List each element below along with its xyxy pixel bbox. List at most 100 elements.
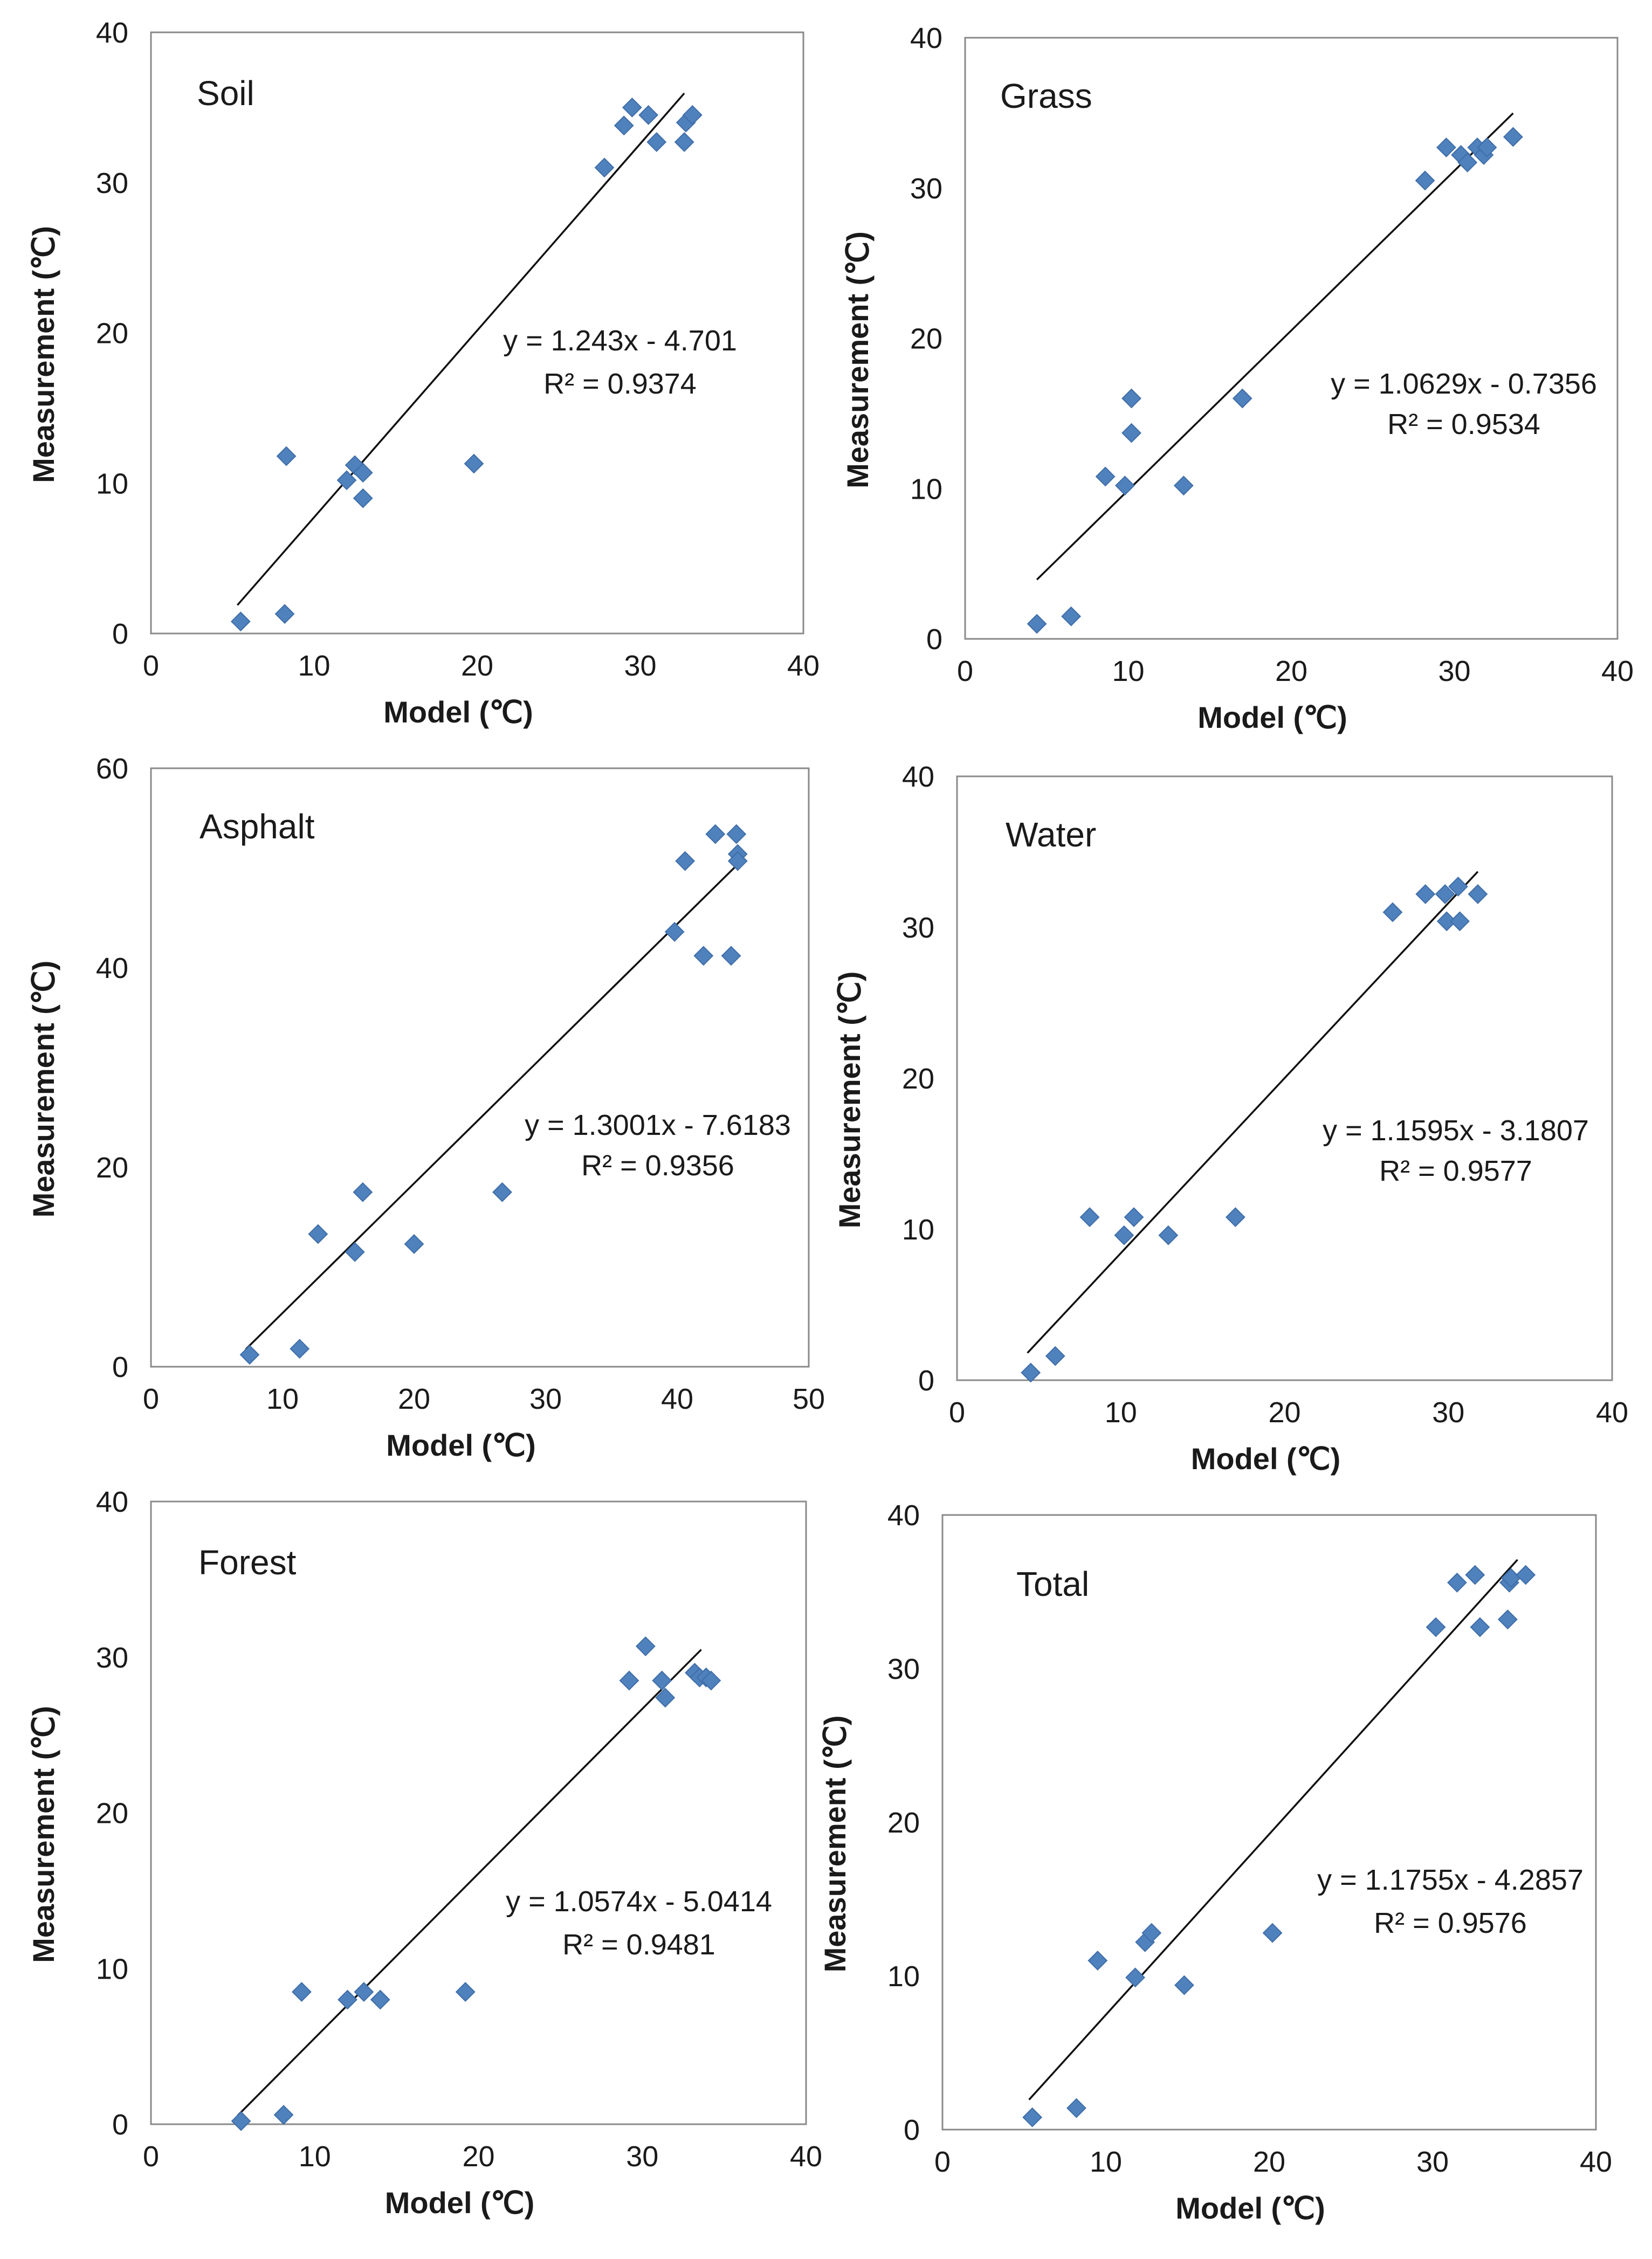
- data-point: [664, 921, 685, 942]
- plot-area: [150, 767, 810, 1368]
- data-point: [276, 446, 297, 466]
- x-tick-label: 0: [143, 2140, 159, 2173]
- data-point: [1465, 1565, 1485, 1585]
- r-squared-label: R² = 0.9534: [1387, 408, 1540, 440]
- plot-area: [956, 775, 1613, 1381]
- y-tick-label: 30: [96, 1642, 128, 1674]
- data-point: [1174, 1975, 1194, 1995]
- data-point: [652, 1670, 672, 1691]
- data-point: [231, 2111, 251, 2131]
- plot-area: [941, 1514, 1597, 2131]
- y-axis-label: Measurement (℃): [26, 226, 60, 483]
- data-point: [1450, 911, 1470, 932]
- panel-title: Water: [1006, 815, 1096, 854]
- trend-line: [237, 1649, 702, 2116]
- data-point: [290, 1339, 310, 1359]
- x-axis-label: Model (℃): [385, 2186, 535, 2220]
- x-tick-label: 40: [1601, 655, 1634, 687]
- data-point: [1141, 1923, 1162, 1943]
- data-point: [655, 1688, 676, 1708]
- plot-area: [150, 1500, 807, 2125]
- x-axis-label: Model (℃): [1191, 1442, 1341, 1476]
- data-point: [492, 1182, 512, 1202]
- panel-grass: 0 10 20 30 40 0 10 20 30 40 Model (℃) Measurement (…: [841, 22, 1634, 734]
- panel-title: Forest: [198, 1543, 297, 1582]
- x-tick-label: 40: [790, 2140, 822, 2173]
- y-tick-label: 60: [96, 753, 128, 785]
- x-axis-label: Model (℃): [386, 1428, 536, 1462]
- x-tick-label: 20: [462, 2140, 494, 2173]
- x-axis-label: Model (℃): [1175, 2191, 1325, 2225]
- data-point: [1232, 388, 1252, 409]
- data-point: [273, 2105, 294, 2125]
- data-point: [336, 470, 357, 491]
- x-tick-label: 40: [661, 1383, 693, 1415]
- data-point: [1173, 476, 1194, 496]
- x-tick-label: 0: [949, 1396, 965, 1429]
- panel-water: 0 10 20 30 40 0 10 20 30 40 Model (℃) Measurement (…: [832, 761, 1628, 1476]
- y-tick-label: 20: [96, 1152, 128, 1184]
- data-point: [1121, 423, 1141, 443]
- panel-title: Asphalt: [199, 807, 315, 846]
- data-point: [1262, 1923, 1283, 1943]
- data-point: [1497, 1609, 1518, 1630]
- data-point: [638, 105, 659, 125]
- data-point: [345, 1242, 365, 1262]
- y-axis-label: Measurement (℃): [818, 1716, 852, 1973]
- data-point: [1382, 902, 1403, 922]
- y-tick-label: 10: [96, 467, 128, 500]
- y-tick-label: 0: [904, 2114, 920, 2146]
- x-tick-label: 10: [1090, 2146, 1122, 2178]
- x-tick-label: 40: [1596, 1396, 1628, 1429]
- x-tick-label: 30: [1432, 1396, 1464, 1429]
- panel-total: 0 10 20 30 40 0 10 20 30 40 Model (℃) Measurement (…: [818, 1499, 1612, 2225]
- x-axis-label: Model (℃): [383, 695, 533, 729]
- x-tick-label: 20: [398, 1383, 430, 1415]
- x-tick-label: 30: [1438, 655, 1470, 687]
- data-point: [721, 946, 741, 966]
- data-point: [594, 157, 615, 178]
- y-tick-label: 20: [910, 323, 942, 355]
- data-point: [1470, 1617, 1490, 1637]
- data-point: [1087, 1951, 1108, 1971]
- x-tick-label: 20: [1268, 1396, 1300, 1429]
- x-tick-label: 30: [1416, 2146, 1449, 2178]
- data-point: [274, 604, 295, 624]
- x-tick-label: 40: [1580, 2146, 1612, 2178]
- data-point: [404, 1234, 424, 1254]
- data-point: [1468, 884, 1488, 904]
- y-tick-label: 40: [96, 952, 128, 984]
- data-point: [705, 824, 726, 844]
- trend-line: [245, 865, 738, 1351]
- x-tick-label: 30: [624, 650, 656, 682]
- data-point: [308, 1224, 328, 1244]
- data-point: [353, 1182, 373, 1202]
- data-point: [635, 1636, 656, 1656]
- r-squared-label: R² = 0.9481: [562, 1929, 715, 1961]
- x-tick-label: 10: [1105, 1396, 1137, 1429]
- regression-equation: y = 1.1595x - 3.1807: [1323, 1114, 1589, 1147]
- y-tick-label: 0: [926, 623, 942, 656]
- data-point: [1095, 466, 1116, 487]
- y-tick-label: 30: [96, 167, 128, 199]
- x-tick-label: 0: [143, 650, 159, 682]
- x-tick-label: 10: [299, 2140, 331, 2173]
- data-point: [1426, 1617, 1446, 1637]
- data-point: [1061, 606, 1082, 626]
- x-tick-label: 20: [1275, 655, 1307, 687]
- y-tick-label: 20: [887, 1807, 920, 1839]
- y-tick-label: 20: [96, 1797, 128, 1830]
- x-tick-label: 10: [298, 650, 330, 682]
- regression-equation: y = 1.0629x - 0.7356: [1331, 368, 1597, 400]
- x-tick-label: 20: [1253, 2146, 1285, 2178]
- x-tick-label: 30: [529, 1383, 562, 1415]
- x-tick-label: 30: [626, 2140, 658, 2173]
- data-point: [464, 453, 484, 474]
- data-point: [239, 1345, 260, 1365]
- data-point: [1021, 1362, 1041, 1383]
- r-squared-label: R² = 0.9576: [1374, 1907, 1527, 1939]
- data-point: [370, 1989, 390, 2010]
- data-point: [614, 115, 634, 136]
- data-point: [1225, 1207, 1245, 1228]
- r-squared-label: R² = 0.9356: [581, 1149, 734, 1182]
